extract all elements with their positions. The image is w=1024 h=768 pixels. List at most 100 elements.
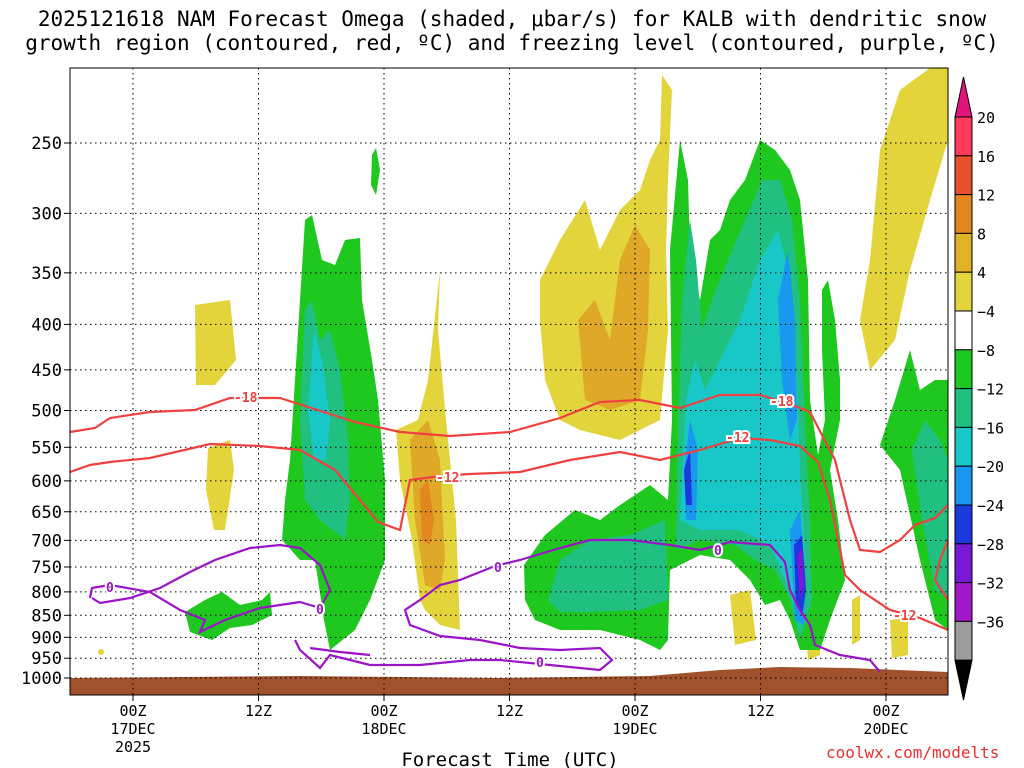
colorbar-label: 4 [977, 264, 986, 282]
omega-moderate-negative-region [912, 420, 948, 600]
omega-negative-region [371, 148, 380, 195]
chart-title-line2: growth region (contoured, red, ºC) and f… [25, 31, 999, 55]
contour-label-purple: 0 [536, 656, 544, 671]
colorbar-label: −8 [977, 342, 995, 360]
colorbar-bin [954, 504, 973, 545]
omega-positive-region [860, 68, 948, 370]
y-tick-label: 650 [31, 503, 62, 523]
colorbar-bin [954, 310, 973, 351]
colorbar-label: −12 [977, 381, 1004, 399]
colorbar-label: −20 [977, 458, 1004, 476]
colorbar-label: 12 [977, 187, 995, 205]
contour-lines [70, 393, 948, 673]
y-tick-label: 600 [31, 472, 62, 492]
contour-label-red: -12 [436, 471, 459, 486]
colorbar-label: −4 [977, 303, 995, 321]
dgz-contour-minus12 [70, 436, 948, 632]
colorbar-label: −36 [977, 613, 1004, 631]
colorbar-bin [954, 582, 973, 622]
y-tick-label: 250 [31, 134, 62, 154]
x-tick-label-time: 12Z [496, 702, 523, 720]
colorbar-label: −16 [977, 419, 1004, 437]
colorbar-bin [954, 388, 973, 428]
x-tick-label-date: 20DEC [863, 720, 908, 738]
colorbar-bin [954, 194, 973, 234]
contour-label-purple: 0 [494, 561, 502, 576]
colorbar: 20 16 12 8 4 −4 −8 −12 −16 −20 −24 −28 −32 −36 [954, 76, 1004, 701]
colorbar-bin [954, 543, 973, 584]
freezing-level-contour [294, 538, 881, 673]
x-tick-label-year: 2025 [115, 738, 151, 756]
chart-title-line1: 2025121618 NAM Forecast Omega (shaded, μ… [37, 7, 987, 31]
freezing-level-contour [88, 543, 332, 635]
y-tick-label: 900 [31, 628, 62, 648]
omega-strong-negative-region [680, 230, 805, 630]
omega-very-strong-region [420, 480, 434, 545]
omega-very-strong-negative-region [778, 250, 797, 440]
colorbar-bin [954, 232, 973, 273]
omega-extreme-negative-region [684, 450, 692, 505]
x-tick-label-time: 00Z [119, 702, 146, 720]
y-tick-label: 500 [31, 402, 62, 422]
colorbar-bottom-arrow [954, 659, 973, 701]
omega-positive-region [852, 595, 860, 645]
y-tick-label: 350 [31, 264, 62, 284]
contour-label-purple: 0 [316, 603, 324, 618]
y-tick-label: 400 [31, 315, 62, 335]
omega-positive-region [206, 440, 234, 530]
colorbar-bin [954, 155, 973, 196]
omega-positive-region [730, 590, 756, 645]
grid-lines [70, 68, 948, 695]
x-tick-label-time: 12Z [245, 702, 272, 720]
x-tick-label-time: 12Z [747, 702, 774, 720]
contour-labels: -18 -12 -18 -12 -12 0 0 0 0 0 [104, 389, 918, 673]
y-tick-label: 450 [31, 361, 62, 381]
y-tick-label: 850 [31, 606, 62, 626]
omega-positive-region [890, 618, 908, 658]
ground-terrain [70, 667, 948, 695]
contour-label-purple: 0 [106, 581, 114, 596]
colorbar-bin [954, 465, 973, 506]
colorbar-label: 20 [977, 109, 995, 127]
freezing-level-contour [309, 646, 371, 657]
omega-positive-region [195, 300, 236, 385]
omega-strong-negative-region [308, 330, 330, 460]
y-tick-label: 300 [31, 204, 62, 224]
omega-moderate-negative-region [548, 520, 668, 612]
dgz-contour-minus18 [70, 393, 948, 554]
x-tick-label-time: 00Z [872, 702, 899, 720]
contour-label-red: -12 [726, 431, 749, 446]
y-axis: 2503003504004505005506006507007508008509… [21, 134, 70, 689]
colorbar-label: 16 [977, 148, 995, 166]
x-tick-label-date: 17DEC [110, 720, 155, 738]
colorbar-bin [954, 271, 973, 312]
colorbar-label: −24 [977, 497, 1004, 515]
colorbar-bin [954, 426, 973, 467]
colorbar-label: −32 [977, 575, 1004, 593]
omega-shading [70, 68, 948, 695]
x-tick-label-date: 18DEC [361, 720, 406, 738]
y-tick-label: 750 [31, 558, 62, 578]
y-tick-label: 1000 [21, 669, 62, 689]
x-tick-label-time: 00Z [621, 702, 648, 720]
y-tick-label: 950 [31, 649, 62, 669]
contour-label-red: -18 [770, 395, 794, 410]
colorbar-label: 8 [977, 225, 986, 243]
contour-label-red: -18 [234, 391, 258, 406]
y-tick-label: 800 [31, 583, 62, 603]
credit-text: coolwx.com/modelts [826, 743, 1000, 762]
omega-extreme-negative-region [797, 548, 804, 600]
x-tick-label-date: 19DEC [612, 720, 657, 738]
contour-label-purple: 0 [714, 544, 722, 559]
dgz-contour-minus12b [933, 539, 948, 601]
y-tick-label: 550 [31, 438, 62, 458]
contour-label-red: -12 [893, 609, 916, 624]
x-tick-label-time: 00Z [370, 702, 397, 720]
y-tick-label: 700 [31, 531, 62, 551]
omega-strong-positive-region [578, 225, 650, 410]
colorbar-top-arrow [954, 76, 973, 118]
colorbar-label: −28 [977, 536, 1004, 554]
x-axis-title: Forecast Time (UTC) [401, 749, 618, 768]
